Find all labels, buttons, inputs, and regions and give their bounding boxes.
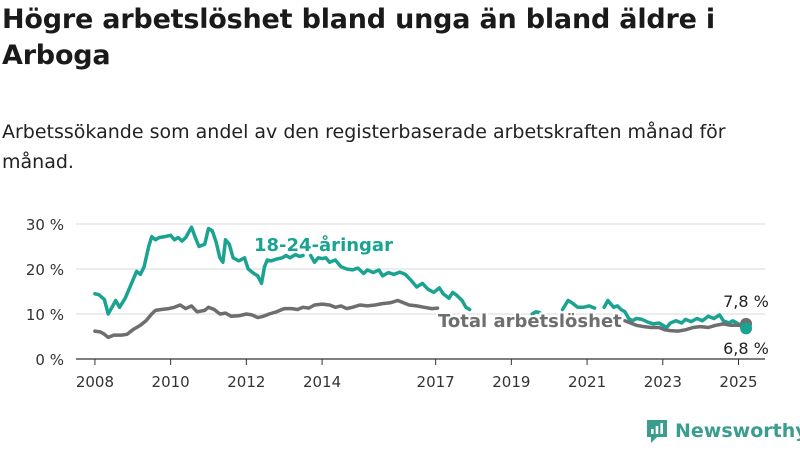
- x-tick-label: 2023: [644, 373, 682, 391]
- x-tick-label: 2017: [417, 373, 455, 391]
- x-tick-label: 2025: [719, 373, 757, 391]
- x-tick-label: 2019: [492, 373, 530, 391]
- series-line-0: [93, 225, 305, 316]
- grid-lines: [76, 223, 765, 360]
- axes: 0 % 10 % 20 % 30 % 2008 2010 2012 2014 2017 2019 2…: [26, 216, 758, 391]
- total-end-label: 7,8 %: [723, 292, 769, 311]
- x-tick-label: 2014: [303, 373, 341, 391]
- series-line-1: [93, 298, 440, 340]
- x-tick-label: 2008: [76, 373, 114, 391]
- series-line-1: [623, 319, 748, 333]
- brand-name: Newsworthy: [675, 420, 800, 442]
- annotations: 7,8 % 6,8 % 18-24-åringar Total arbetslöshe…: [254, 234, 769, 358]
- chart-title: Högre arbetslöshet bland unga än bland ä…: [2, 4, 715, 71]
- youth-series-label: 18-24-åringar: [254, 234, 393, 256]
- series-line-0: [308, 253, 472, 312]
- series-lines: [93, 225, 753, 340]
- series-line-0: [560, 298, 597, 312]
- x-tick-label: 2012: [227, 373, 265, 391]
- newsworthy-logo: Newsworthy: [645, 418, 800, 444]
- y-tick-label: 10 %: [26, 306, 64, 324]
- x-tick-label: 2021: [568, 373, 606, 391]
- youth-end-point: [740, 322, 753, 335]
- chart-subtitle: Arbetssökande som andel av den registerb…: [2, 121, 726, 173]
- youth-end-label: 6,8 %: [723, 339, 769, 358]
- y-tick-label: 30 %: [26, 216, 64, 234]
- series-line-0: [602, 298, 748, 331]
- x-tick-label: 2010: [152, 373, 190, 391]
- total-series-label: Total arbetslöshet: [438, 311, 622, 332]
- newsworthy-logo-icon: [647, 420, 667, 443]
- y-tick-label: 20 %: [26, 261, 64, 279]
- y-tick-label: 0 %: [35, 351, 64, 369]
- series-line-0: [530, 310, 542, 316]
